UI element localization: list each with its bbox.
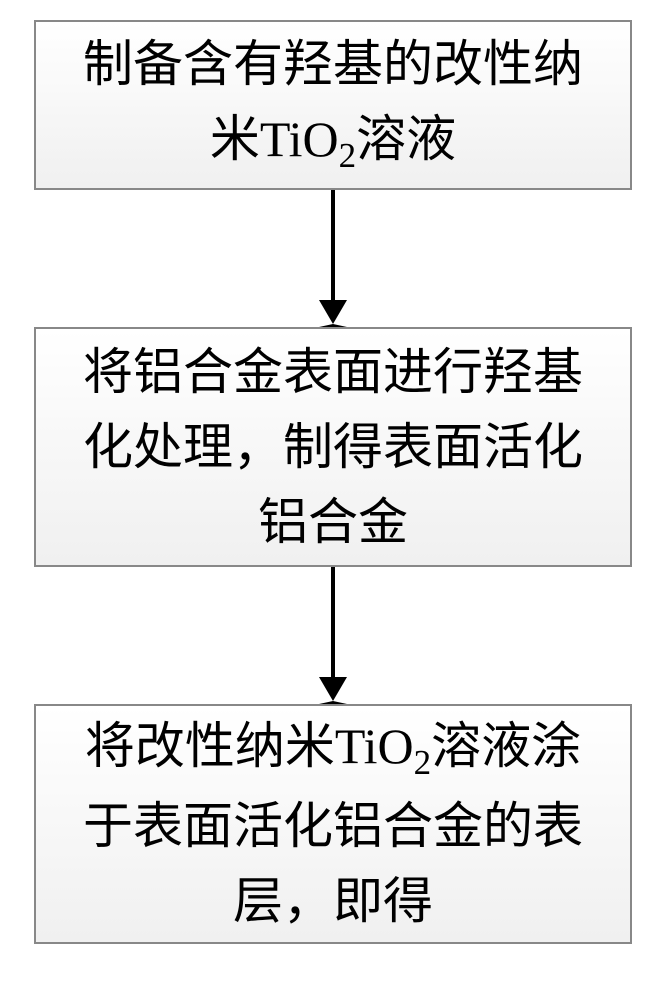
flow-box-box2: 将铝合金表面进行羟基化处理，制得表面活化铝合金 [34, 327, 632, 567]
arrow-line [331, 567, 335, 677]
subscript: 2 [414, 743, 432, 782]
subscript: 2 [339, 136, 357, 175]
box-text: 制备含有羟基的改性纳米TiO2溶液 [63, 17, 603, 193]
flow-arrow-arrow2 [319, 567, 347, 704]
box-text: 将改性纳米TiO2溶液涂于表面活化铝合金的表层，即得 [63, 699, 603, 950]
box-text: 将铝合金表面进行羟基化处理，制得表面活化铝合金 [63, 325, 603, 570]
flowchart-container: 制备含有羟基的改性纳米TiO2溶液将铝合金表面进行羟基化处理，制得表面活化铝合金… [34, 20, 632, 944]
flow-arrow-arrow1 [319, 190, 347, 327]
arrow-line [331, 190, 335, 300]
flow-box-box1: 制备含有羟基的改性纳米TiO2溶液 [34, 20, 632, 190]
arrow-head [319, 300, 347, 327]
flow-box-box3: 将改性纳米TiO2溶液涂于表面活化铝合金的表层，即得 [34, 704, 632, 944]
